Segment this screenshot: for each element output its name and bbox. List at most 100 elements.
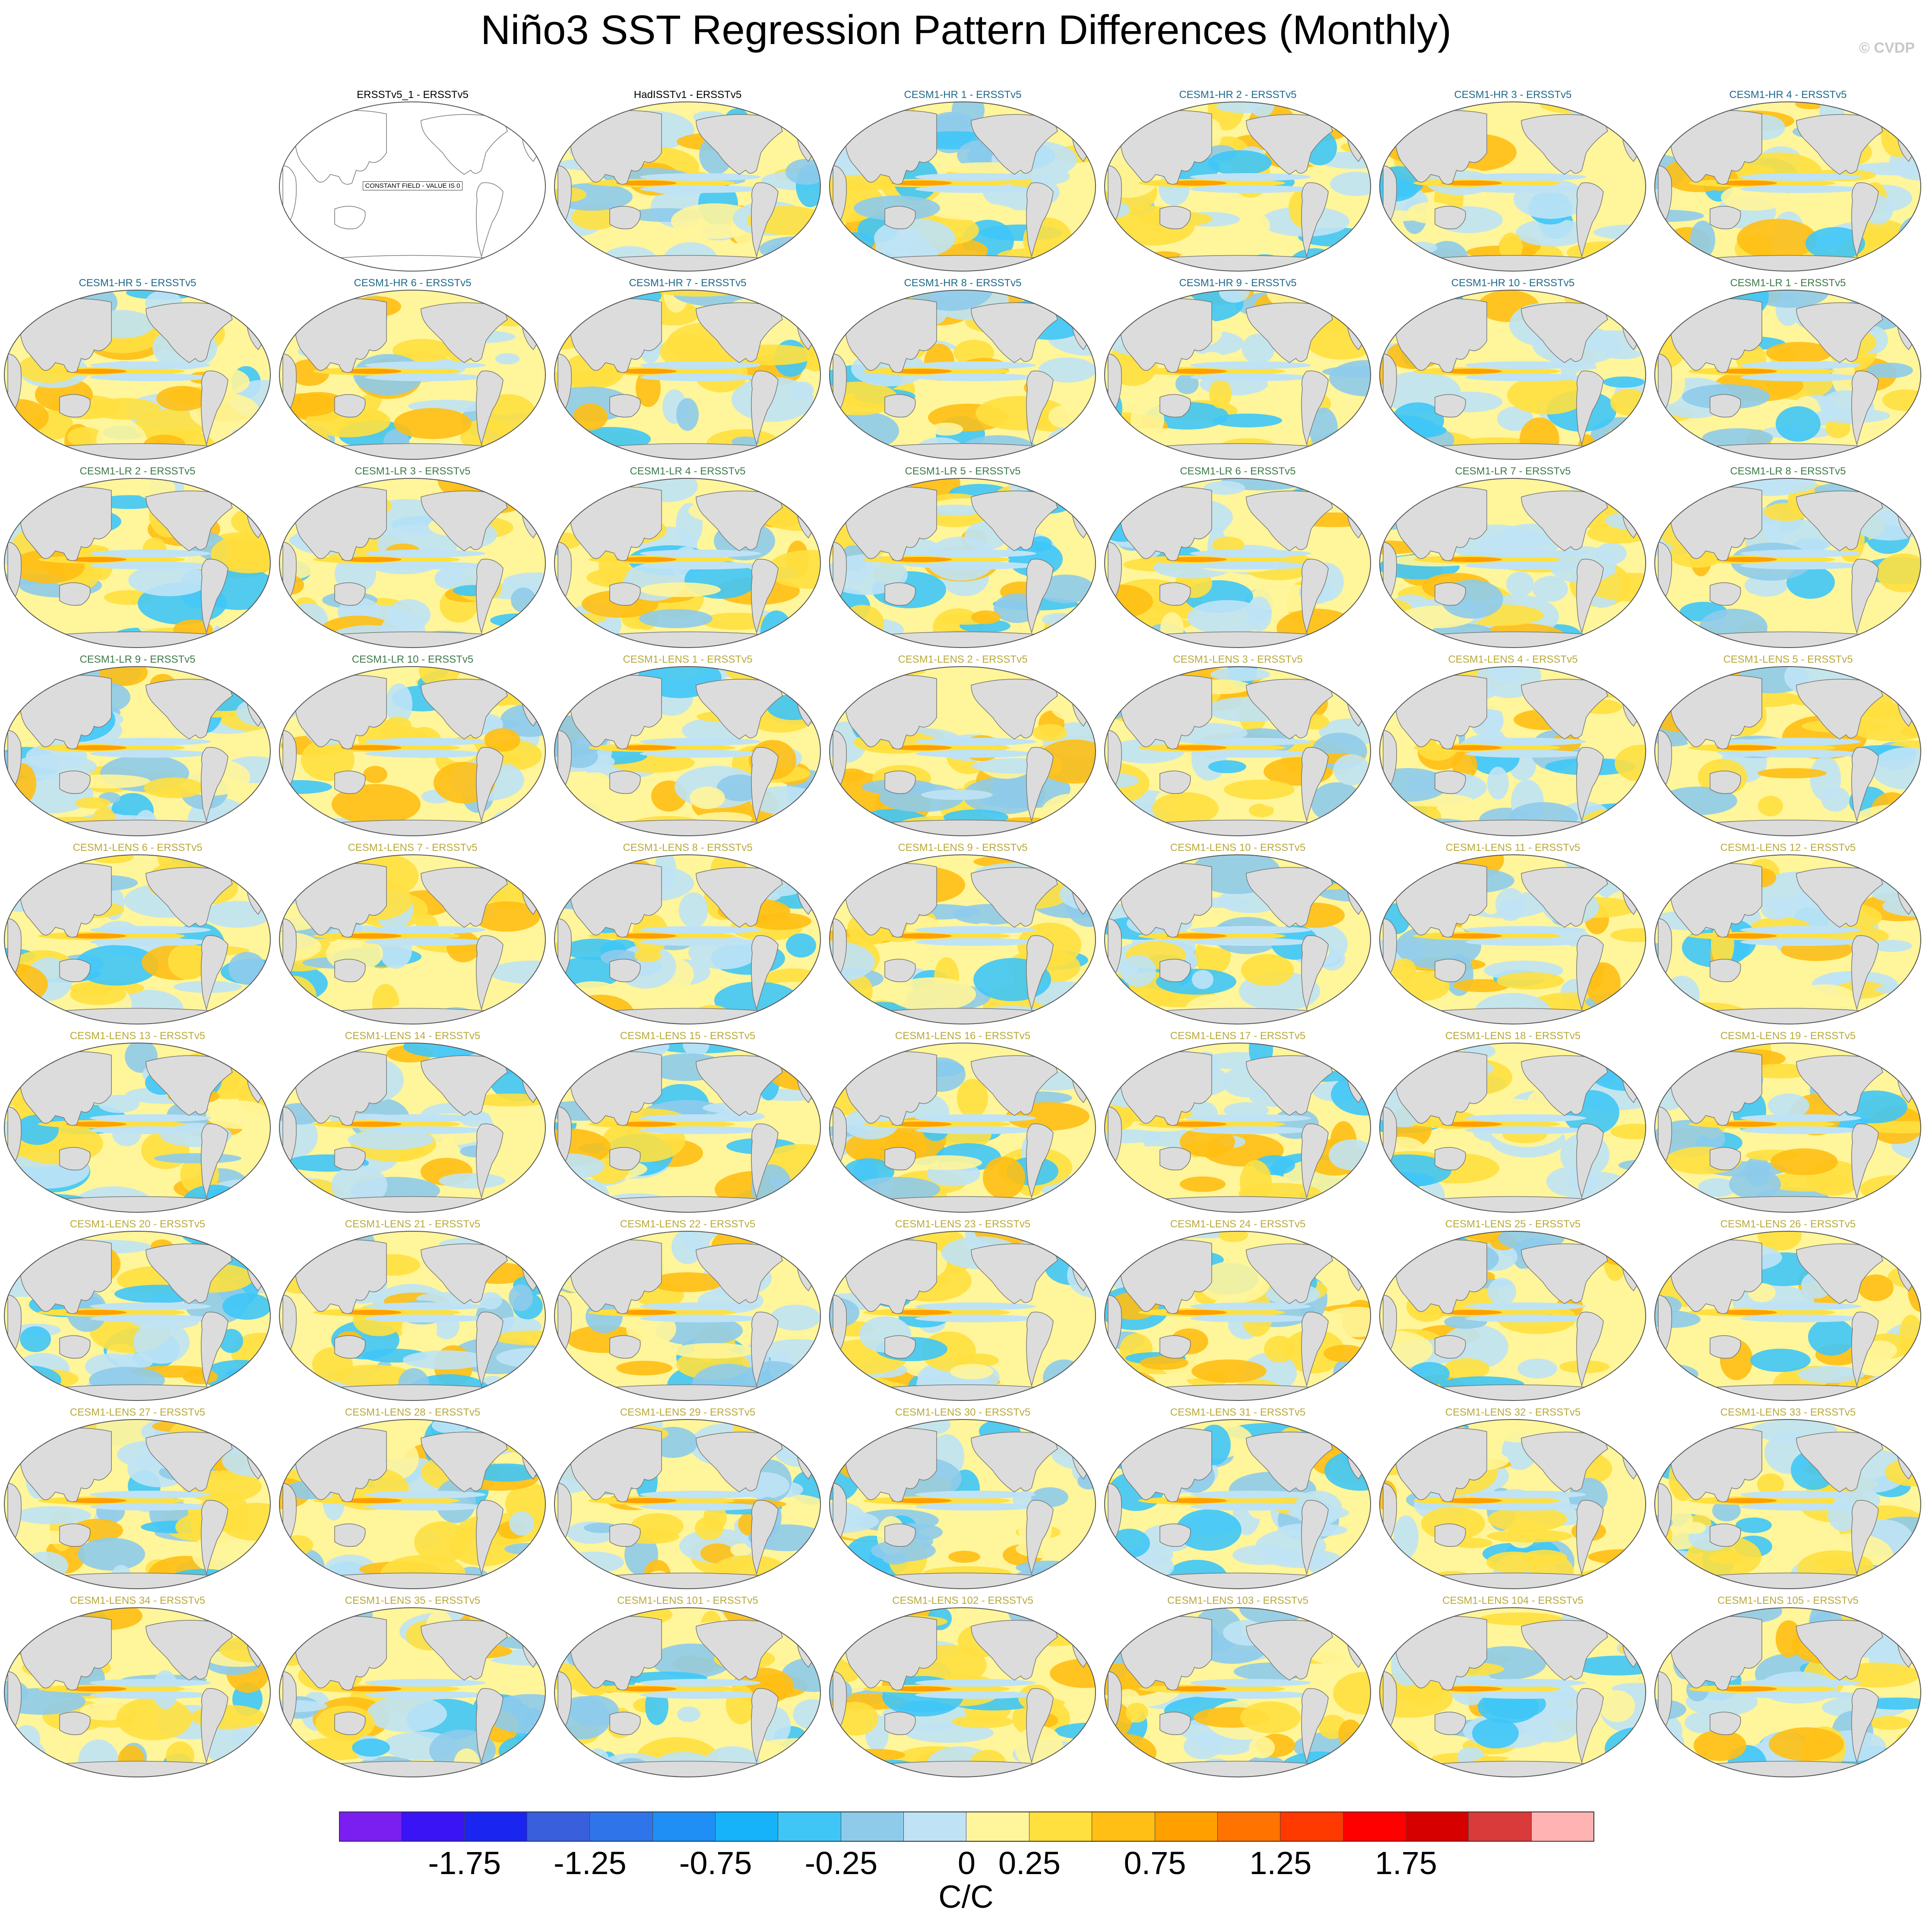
australia-land (609, 1335, 641, 1359)
south-america-land (476, 1688, 504, 1764)
south-america-land (1576, 1500, 1604, 1575)
australia-land (334, 1523, 366, 1547)
map-panel: CESM1-LENS 32 - ERSSTv5 (1375, 1404, 1650, 1592)
panel-title: CESM1-LENS 15 - ERSSTv5 (620, 1030, 756, 1042)
australia-land (334, 1335, 366, 1359)
north-america-land (1246, 114, 1333, 175)
south-america-land (1026, 747, 1054, 822)
australia-land (609, 1711, 641, 1735)
south-america-land (476, 182, 504, 258)
map-panel: CESM1-LR 4 - ERSSTv5 (550, 463, 825, 651)
antarctica-land (579, 1196, 796, 1212)
map-svg (279, 101, 546, 272)
north-america-land (696, 114, 783, 175)
eurasia-land (569, 298, 662, 373)
north-america-land (1796, 679, 1883, 740)
antarctica-land (29, 1384, 246, 1400)
map-panel: CESM1-LENS 31 - ERSSTv5 (1100, 1404, 1375, 1592)
map-svg (4, 1231, 271, 1401)
map-panel: CESM1-LENS 102 - ERSSTv5 (825, 1592, 1100, 1780)
north-america-land (696, 490, 783, 551)
map-svg (554, 854, 821, 1024)
map-svg (1104, 1419, 1371, 1589)
panel-title: CESM1-LENS 23 - ERSSTv5 (895, 1218, 1031, 1230)
australia-land (609, 205, 641, 229)
panel-title: CESM1-LR 10 - ERSSTv5 (352, 654, 474, 665)
australia-land (1435, 770, 1466, 794)
australia-land (1435, 1711, 1466, 1735)
eurasia-land (1394, 1239, 1487, 1314)
antarctica-land (854, 1196, 1071, 1212)
antarctica-land (1129, 1761, 1346, 1777)
panel-title: CESM1-LENS 10 - ERSSTv5 (1170, 842, 1306, 854)
north-america-land (1246, 679, 1333, 740)
map-svg (1654, 854, 1921, 1024)
eurasia-land (1119, 675, 1212, 749)
eurasia-land (569, 1428, 662, 1502)
eurasia-land (1394, 1616, 1487, 1691)
map-svg (829, 1043, 1096, 1213)
south-america-land (201, 1312, 228, 1387)
colorbar-units: C/C (938, 1879, 994, 1915)
antarctica-land (579, 631, 796, 648)
australia-land (884, 394, 916, 417)
australia-land (1159, 394, 1191, 417)
north-america-land (1796, 1432, 1883, 1492)
map-svg (4, 290, 271, 460)
south-america-land (751, 182, 779, 258)
north-america-land (1521, 1432, 1608, 1492)
eurasia-land (294, 1239, 387, 1314)
north-america-land (1521, 114, 1608, 175)
panel-title: CESM1-LENS 4 - ERSSTv5 (1448, 654, 1578, 665)
south-america-land (1576, 1312, 1604, 1387)
constant-field-text: CONSTANT FIELD - VALUE IS 0 (363, 181, 462, 190)
map-svg (1379, 666, 1646, 836)
antarctica-land (1679, 1384, 1896, 1400)
panel-grid: ERSSTv5_1 - ERSSTv5 CONSTANT FIELD - VALU… (0, 86, 1921, 1780)
map-panel: CESM1-LENS 16 - ERSSTv5 (825, 1027, 1100, 1216)
map-panel: CESM1-HR 1 - ERSSTv5 (825, 86, 1100, 275)
map-panel: CESM1-LENS 101 - ERSSTv5 (550, 1592, 825, 1780)
north-america-land (421, 679, 508, 740)
map-panel: CESM1-LENS 6 - ERSSTv5 (0, 839, 275, 1027)
south-america-land (1576, 747, 1604, 822)
australia-land (1159, 582, 1191, 606)
south-america-land (201, 1123, 228, 1199)
colorbar-box (1469, 1811, 1532, 1842)
eurasia-land (1119, 1239, 1212, 1314)
map-svg (1104, 478, 1371, 648)
eurasia-land (1394, 1051, 1487, 1126)
map-svg (279, 290, 546, 460)
colorbar-tick-label: -0.75 (679, 1845, 752, 1881)
map-panel: CESM1-LR 7 - ERSSTv5 (1375, 463, 1650, 651)
colorbar-box (339, 1811, 402, 1842)
australia-land (1435, 1147, 1466, 1170)
map-svg (554, 1419, 821, 1589)
australia-land (1435, 1523, 1466, 1547)
panel-title: CESM1-LENS 17 - ERSSTv5 (1170, 1030, 1306, 1042)
colorbar-box (716, 1811, 779, 1842)
antarctica-land (579, 819, 796, 836)
colorbar-box (527, 1811, 590, 1842)
antarctica-land (854, 1761, 1071, 1777)
map-panel: CESM1-LR 6 - ERSSTv5 (1100, 463, 1375, 651)
panel-title: CESM1-HR 6 - ERSSTv5 (354, 277, 472, 289)
map-panel: CESM1-LENS 30 - ERSSTv5 (825, 1404, 1100, 1592)
map-panel: CESM1-LENS 17 - ERSSTv5 (1100, 1027, 1375, 1216)
panel-title: CESM1-LENS 12 - ERSSTv5 (1720, 842, 1856, 854)
north-america-land (421, 867, 508, 928)
map-svg (554, 666, 821, 836)
panel-title: CESM1-LENS 11 - ERSSTv5 (1445, 842, 1580, 854)
south-america-land (201, 747, 228, 822)
colorbar-box (1029, 1811, 1093, 1842)
panel-title: CESM1-LENS 20 - ERSSTv5 (70, 1218, 206, 1230)
map-panel: HadISSTv1 - ERSSTv5 (550, 86, 825, 275)
map-svg (829, 666, 1096, 836)
antarctica-land (579, 1384, 796, 1400)
australia-land (609, 958, 641, 982)
australia-land (1159, 770, 1191, 794)
eurasia-land (844, 1616, 937, 1691)
colorbar-tick-label: 0.75 (1124, 1845, 1186, 1881)
map-panel: CESM1-LENS 7 - ERSSTv5 (275, 839, 550, 1027)
map-panel: CESM1-LENS 23 - ERSSTv5 (825, 1216, 1100, 1404)
